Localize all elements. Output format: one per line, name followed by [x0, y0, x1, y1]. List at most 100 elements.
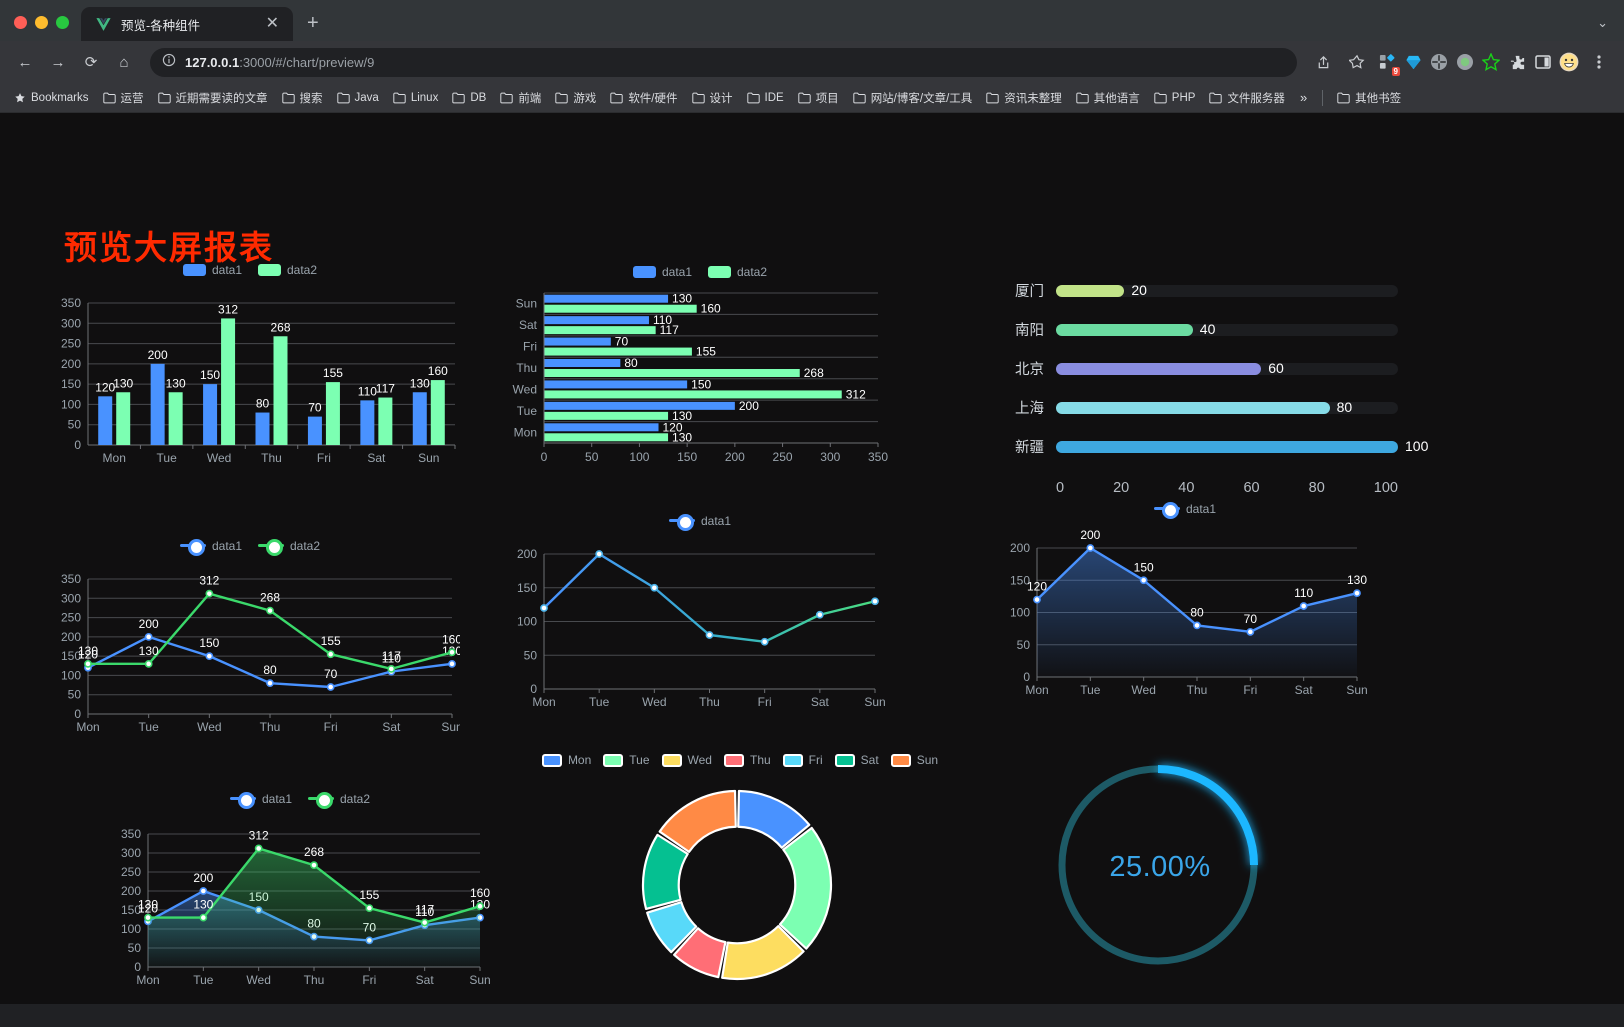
extension-grid-icon[interactable]: 9: [1376, 51, 1400, 76]
bookmark-star-icon[interactable]: [1342, 47, 1372, 77]
donut-slice[interactable]: [721, 925, 805, 981]
bookmark-folder[interactable]: 其他语言: [1070, 87, 1146, 109]
forward-button[interactable]: →: [50, 53, 66, 71]
legend-item-data1[interactable]: data1: [182, 263, 242, 277]
donut-slice[interactable]: [737, 789, 811, 849]
progress-fill: [1056, 284, 1125, 297]
bookmarks-overflow-button[interactable]: »: [1299, 90, 1308, 105]
info-circle-icon[interactable]: [162, 53, 176, 72]
bookmark-folder[interactable]: DB: [446, 89, 492, 107]
svg-text:200: 200: [193, 871, 213, 885]
bookmark-folder[interactable]: 项目: [792, 87, 845, 109]
svg-text:200: 200: [725, 450, 745, 464]
progress-track[interactable]: 80: [1056, 399, 1398, 415]
progress-track[interactable]: 20: [1056, 282, 1398, 298]
progress-axis-tick: 60: [1243, 480, 1260, 496]
donut-slice[interactable]: [673, 927, 727, 979]
folder-icon: [853, 92, 866, 103]
home-button[interactable]: ⌂: [119, 53, 129, 71]
back-button[interactable]: ←: [17, 53, 33, 71]
legend-item-wed[interactable]: Wed: [661, 753, 712, 767]
legend-label: data2: [737, 265, 768, 279]
bookmark-folder[interactable]: 搜索: [276, 87, 329, 109]
bookmark-folder[interactable]: 运营: [97, 87, 150, 109]
progress-track[interactable]: 40: [1056, 320, 1398, 337]
share-icon[interactable]: [1308, 47, 1338, 77]
close-tab-button[interactable]: ✕: [265, 15, 279, 32]
legend-item-data1[interactable]: data1: [179, 538, 242, 556]
folder-icon: [610, 92, 623, 103]
legend-item-data2[interactable]: data2: [708, 265, 767, 279]
bookmark-root[interactable]: Bookmarks: [8, 89, 95, 107]
progress-track[interactable]: 100: [1056, 438, 1428, 454]
svg-text:120: 120: [138, 901, 158, 915]
bookmark-folder-label: 前端: [518, 92, 542, 105]
page-title: 预览大屏报表: [64, 229, 274, 266]
green-dot-extension-icon[interactable]: [1454, 51, 1476, 73]
svg-text:130: 130: [78, 644, 98, 658]
donut-slice[interactable]: [641, 833, 689, 911]
svg-text:150: 150: [1010, 573, 1030, 587]
legend-item-data2[interactable]: data2: [258, 538, 320, 556]
progress-track[interactable]: 60: [1056, 360, 1398, 376]
legend-item-data1[interactable]: data1: [632, 265, 692, 279]
bookmarks-bar: Bookmarks 运营 近期需要读的文章 搜索 Java Linux DB 前端 游戏 软件/…: [0, 83, 1624, 113]
bookmark-folder[interactable]: IDE: [741, 89, 790, 107]
legend-label: Tue: [629, 753, 650, 767]
sidepanel-icon[interactable]: [1532, 51, 1554, 73]
svg-text:312: 312: [199, 574, 219, 588]
svg-text:100: 100: [1010, 606, 1030, 620]
bookmark-folder[interactable]: 设计: [686, 87, 739, 109]
bookmark-folder[interactable]: 近期需要读的文章: [152, 87, 274, 109]
bookmark-folder[interactable]: 前端: [494, 87, 547, 109]
legend-item-data1[interactable]: data1: [229, 791, 292, 809]
address-bar[interactable]: 127.0.0.1:3000/#/chart/preview/9: [150, 47, 1297, 77]
legend-label: Wed: [687, 753, 712, 767]
legend-item-data1[interactable]: data1: [668, 513, 731, 531]
avatar[interactable]: [1558, 51, 1580, 73]
bookmark-other[interactable]: 其他书签: [1331, 87, 1407, 109]
legend-item-data2[interactable]: data2: [308, 791, 370, 809]
legend-swatch-icon: [603, 753, 624, 767]
legend-item-data1[interactable]: data1: [1153, 501, 1216, 519]
legend-item-sun[interactable]: Sun: [890, 753, 938, 767]
legend-item-sat[interactable]: Sat: [834, 753, 879, 767]
legend-line-gradient: data1: [500, 513, 900, 531]
browser-tab[interactable]: 预览-各种组件 ✕: [81, 7, 293, 41]
three-dot-menu-icon[interactable]: [1584, 47, 1614, 77]
gauge-progress-arc: [1157, 765, 1258, 866]
new-tab-button[interactable]: +: [307, 12, 319, 34]
close-window-button[interactable]: [14, 16, 27, 29]
svg-text:117: 117: [415, 903, 434, 917]
svg-text:Sat: Sat: [367, 451, 386, 465]
bookmark-folder[interactable]: 软件/硬件: [604, 87, 683, 109]
donut-slice[interactable]: [658, 789, 737, 853]
donut-slice[interactable]: [778, 826, 833, 950]
green-star-extension-icon[interactable]: [1480, 51, 1502, 73]
bookmark-folder[interactable]: Linux: [387, 89, 445, 107]
maximize-window-button[interactable]: [56, 16, 69, 29]
bookmark-folder[interactable]: 资讯未整理: [980, 87, 1068, 109]
puzzle-gray-extension-icon[interactable]: [1428, 51, 1450, 73]
progress-value: 40: [1199, 320, 1216, 337]
bookmark-folder[interactable]: 网站/博客/文章/工具: [847, 87, 979, 109]
bookmark-folder[interactable]: 文件服务器: [1203, 87, 1291, 109]
svg-text:100: 100: [61, 397, 81, 411]
legend-item-fri[interactable]: Fri: [782, 753, 823, 767]
progress-fill: [1056, 323, 1193, 336]
tabstrip-collapse-icon[interactable]: ⌄: [1597, 15, 1608, 30]
legend-item-tue[interactable]: Tue: [603, 753, 650, 767]
folder-icon: [1209, 92, 1223, 103]
svg-text:200: 200: [517, 547, 537, 561]
bookmark-folder[interactable]: Java: [331, 89, 385, 107]
minimize-window-button[interactable]: [35, 16, 48, 29]
bookmark-folder[interactable]: 游戏: [549, 87, 602, 109]
bookmark-folder[interactable]: PHP: [1148, 89, 1202, 107]
donut-slice[interactable]: [646, 901, 698, 954]
legend-item-data2[interactable]: data2: [258, 263, 317, 277]
legend-item-thu[interactable]: Thu: [723, 753, 771, 767]
diamond-extension-icon[interactable]: [1402, 51, 1424, 73]
legend-item-mon[interactable]: Mon: [541, 753, 591, 767]
puzzle-piece-icon[interactable]: [1506, 51, 1528, 73]
reload-button[interactable]: ⟳: [84, 54, 98, 71]
